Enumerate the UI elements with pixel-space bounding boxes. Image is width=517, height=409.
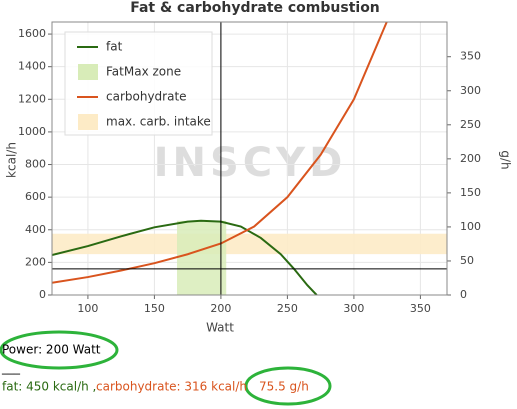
carb-readout: carbohydrate: 316 kcal/h: [96, 380, 247, 394]
watermark: INSCYD: [154, 140, 347, 186]
y2-tick-label: 350: [460, 50, 481, 63]
legend-label: fat: [106, 40, 123, 54]
legend-swatch: [78, 114, 98, 130]
legend-label: max. carb. intake: [106, 115, 211, 129]
y-tick-label: 200: [25, 255, 46, 268]
y-tick-label: 0: [39, 288, 46, 301]
legend-box: [64, 31, 213, 136]
y2-tick-label: 250: [460, 118, 481, 131]
separator: ___: [1, 361, 21, 375]
plot-frame: [51, 21, 448, 296]
y-tick-label: 1600: [18, 27, 46, 40]
x-tick-label: 150: [144, 302, 165, 315]
carb-band: [52, 233, 447, 255]
fat-readout: fat: 450 kcal/h ,: [2, 380, 96, 394]
x-tick-label: 250: [277, 302, 298, 315]
x-tick-label: 350: [410, 302, 431, 315]
fatmax-zone: [177, 220, 227, 295]
y2-tick-label: 0: [460, 288, 467, 301]
legend-label: FatMax zone: [106, 65, 181, 79]
y-tick-label: 1000: [18, 125, 46, 138]
x-tick-label: 300: [343, 302, 364, 315]
highlight-ellipse: [0, 330, 119, 370]
x-axis-label: Watt: [206, 321, 234, 335]
legend-swatch: [78, 64, 98, 80]
y-axis-label: kcal/h: [5, 142, 19, 178]
y2-tick-label: 100: [460, 220, 481, 233]
legend: fat FatMax zone carbohydrate max. carb. int…: [64, 31, 213, 136]
y2-tick-label: 200: [460, 152, 481, 165]
legend-label: carbohydrate: [106, 90, 187, 104]
carb-rate-readout: 75.5 g/h: [259, 380, 309, 394]
highlight-ellipse: [244, 366, 332, 406]
y-tick-label: 800: [25, 158, 46, 171]
y2-tick-label: 300: [460, 84, 481, 97]
y2-axis-label: g/h: [499, 150, 513, 169]
power-readout: Power: 200 Watt: [2, 343, 101, 357]
y2-tick-label: 150: [460, 186, 481, 199]
x-tick-label: 100: [77, 302, 98, 315]
y2-tick-label: 50: [460, 254, 474, 267]
y-tick-label: 600: [25, 190, 46, 203]
chart-title: Fat & carbohydrate combustion: [130, 0, 380, 16]
y-tick-label: 1400: [18, 60, 46, 73]
y-tick-label: 1200: [18, 92, 46, 105]
y-tick-label: 400: [25, 223, 46, 236]
x-tick-label: 200: [210, 302, 231, 315]
